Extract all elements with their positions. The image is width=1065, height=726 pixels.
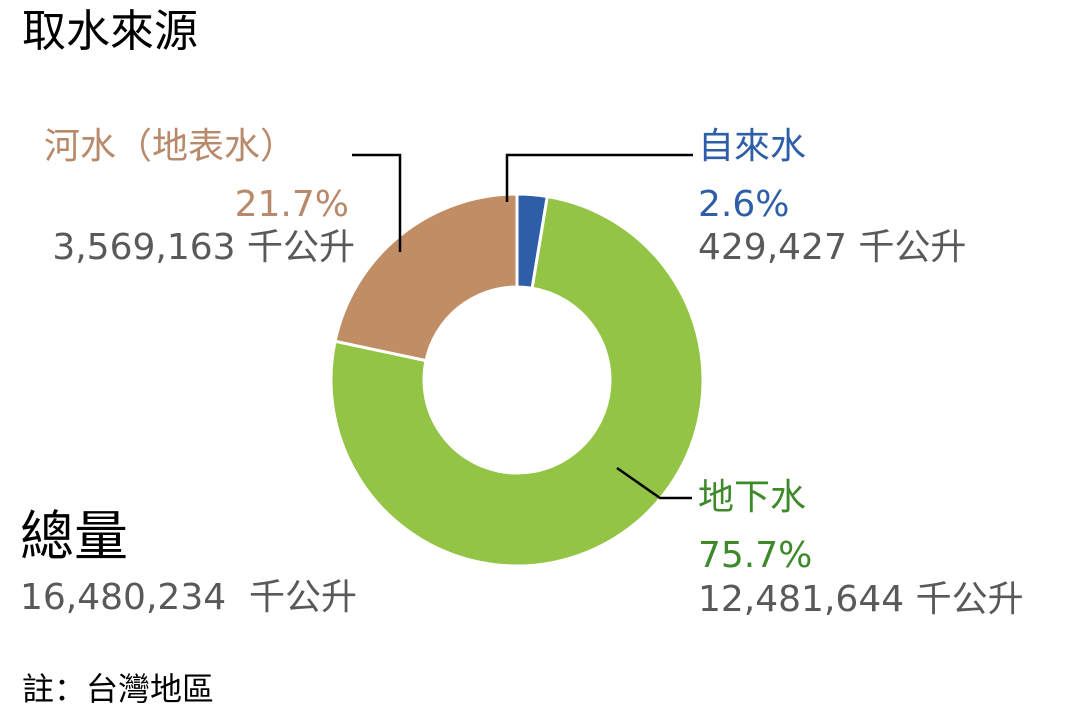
footnote: 註：台灣地區 [22, 670, 215, 708]
chart-title: 取水來源 [22, 6, 198, 57]
percent-tap-water: 2.6% [698, 184, 790, 225]
percent-groundwater: 75.7% [698, 535, 813, 576]
value-tap-water: 429,427 千公升 [698, 227, 967, 268]
leader-line-groundwater [616, 466, 692, 500]
total-label: 總量 [20, 505, 128, 568]
slice-river [333, 192, 519, 363]
leader-lines [352, 153, 693, 500]
leader-line-tap-water [505, 153, 693, 202]
percent-river: 21.7% [234, 184, 349, 225]
slice-groundwater [329, 194, 705, 568]
label-tap-water: 自來水 [698, 126, 807, 167]
label-river: 河水（地表水） [44, 126, 297, 167]
value-groundwater: 12,481,644 千公升 [698, 579, 1024, 620]
total-value: 16,480,234 千公升 [20, 577, 358, 618]
donut-slices [329, 192, 705, 568]
label-groundwater: 地下水 [698, 477, 807, 518]
leader-line-river [352, 153, 402, 252]
value-river: 3,569,163 千公升 [52, 227, 355, 268]
